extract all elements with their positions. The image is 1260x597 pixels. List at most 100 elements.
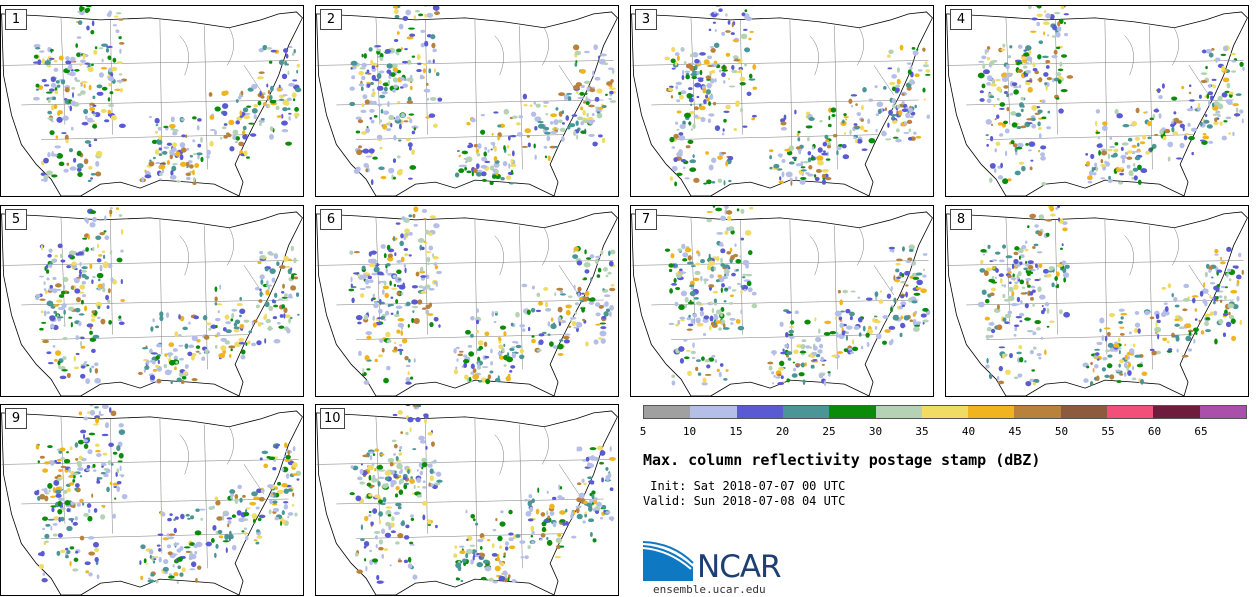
reflectivity-cell — [359, 287, 366, 291]
reflectivity-cell — [119, 48, 122, 54]
reflectivity-cell — [223, 123, 228, 126]
reflectivity-cell — [73, 557, 79, 562]
reflectivity-cell — [1016, 146, 1023, 150]
reflectivity-cell — [1113, 148, 1119, 153]
reflectivity-cell — [849, 129, 852, 136]
reflectivity-cell — [55, 135, 59, 139]
reflectivity-cell — [1209, 311, 1215, 316]
reflectivity-cell — [484, 146, 488, 151]
reflectivity-cell — [105, 45, 113, 49]
site-url: ensemble.ucar.edu — [653, 583, 766, 596]
reflectivity-cell — [720, 248, 726, 254]
reflectivity-cell — [1034, 224, 1039, 228]
reflectivity-cell — [546, 490, 549, 494]
reflectivity-cell — [107, 263, 113, 269]
reflectivity-cell — [404, 232, 410, 236]
reflectivity-cell — [1164, 128, 1171, 134]
reflectivity-cell — [351, 75, 356, 80]
reflectivity-cell — [716, 232, 724, 235]
reflectivity-cell — [371, 558, 379, 563]
reflectivity-cell — [1092, 367, 1095, 373]
reflectivity-cell — [810, 156, 815, 161]
reflectivity-cell — [420, 29, 426, 33]
reflectivity-cell — [88, 508, 91, 514]
reflectivity-cell — [729, 247, 733, 253]
reflectivity-cell — [392, 67, 399, 73]
reflectivity-cell — [1019, 357, 1024, 363]
map-panel: 10 — [315, 404, 619, 596]
reflectivity-cell — [717, 274, 723, 278]
reflectivity-cell — [424, 284, 431, 289]
reflectivity-cell — [47, 98, 51, 104]
reflectivity-cell — [553, 145, 559, 149]
reflectivity-cell — [549, 503, 555, 510]
reflectivity-cell — [843, 113, 847, 117]
reflectivity-cell — [221, 126, 227, 130]
reflectivity-cell — [515, 311, 520, 318]
reflectivity-cell — [1031, 105, 1038, 111]
reflectivity-cell — [410, 543, 415, 546]
reflectivity-cell — [1113, 343, 1120, 348]
reflectivity-cell — [884, 329, 891, 333]
reflectivity-cell — [1023, 49, 1027, 52]
reflectivity-cell — [168, 354, 172, 358]
reflectivity-cell — [735, 319, 741, 324]
reflectivity-cell — [796, 133, 800, 137]
reflectivity-cell — [77, 171, 83, 177]
reflectivity-cell — [421, 246, 425, 251]
reflectivity-cell — [223, 510, 227, 514]
reflectivity-cell — [350, 276, 353, 283]
reflectivity-cell — [111, 463, 114, 466]
reflectivity-cell — [913, 131, 917, 135]
map-panel: 8 — [945, 205, 1249, 397]
reflectivity-cell — [379, 146, 383, 150]
reflectivity-cell — [106, 305, 110, 310]
reflectivity-cell — [1194, 318, 1198, 321]
reflectivity-cell — [812, 358, 818, 361]
reflectivity-cell — [493, 162, 500, 168]
reflectivity-cell — [712, 290, 718, 294]
reflectivity-cell — [678, 94, 684, 100]
reflectivity-cell — [499, 521, 506, 527]
reflectivity-cell — [168, 536, 175, 540]
reflectivity-cell — [48, 460, 56, 465]
reflectivity-cell — [50, 104, 55, 111]
reflectivity-cell — [1239, 109, 1244, 114]
reflectivity-cell — [405, 524, 410, 529]
reflectivity-cell — [611, 68, 615, 74]
state-border — [494, 35, 504, 76]
reflectivity-cell — [1109, 374, 1115, 380]
reflectivity-cell — [406, 36, 414, 40]
reflectivity-cell — [63, 168, 69, 173]
reflectivity-cell — [1028, 264, 1034, 270]
reflectivity-cell — [480, 113, 486, 117]
reflectivity-cell — [1041, 99, 1046, 104]
reflectivity-cell — [408, 27, 415, 30]
reflectivity-cell — [80, 365, 86, 369]
reflectivity-cell — [198, 352, 202, 355]
reflectivity-cell — [537, 123, 545, 129]
reflectivity-cell — [274, 444, 279, 449]
reflectivity-cell — [51, 507, 55, 513]
reflectivity-cell — [817, 349, 823, 354]
reflectivity-cell — [477, 380, 483, 383]
reflectivity-cell — [788, 161, 795, 165]
reflectivity-cell — [83, 158, 89, 165]
reflectivity-cell — [270, 49, 277, 53]
reflectivity-cell — [999, 107, 1005, 111]
reflectivity-cell — [360, 463, 363, 466]
reflectivity-cell — [277, 87, 282, 92]
reflectivity-cell — [996, 324, 1003, 331]
reflectivity-cell — [115, 207, 120, 211]
reflectivity-cell — [1122, 123, 1130, 128]
reflectivity-cell — [1208, 83, 1212, 89]
reflectivity-cell — [410, 376, 414, 380]
reflectivity-cell — [382, 497, 387, 503]
reflectivity-cell — [719, 363, 724, 367]
reflectivity-cell — [348, 288, 355, 292]
reflectivity-cell — [1003, 91, 1008, 94]
reflectivity-cell — [739, 81, 746, 86]
reflectivity-cell — [811, 351, 818, 356]
reflectivity-cell — [39, 298, 46, 301]
reflectivity-cell — [60, 457, 66, 460]
